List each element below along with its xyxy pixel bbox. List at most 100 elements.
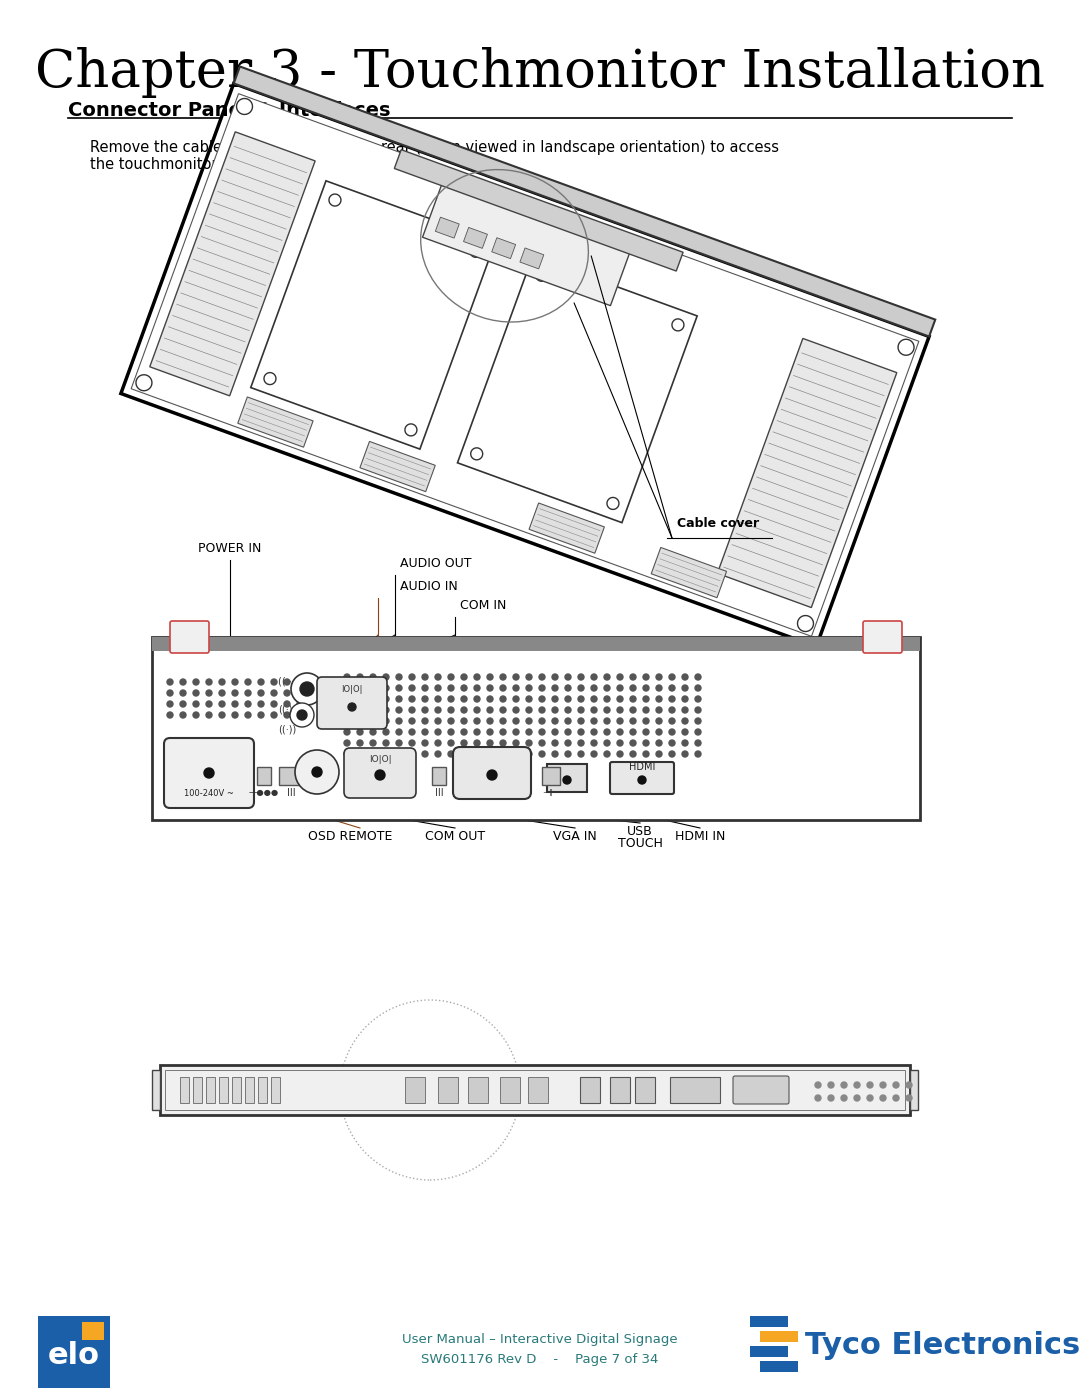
Circle shape bbox=[513, 696, 519, 703]
Circle shape bbox=[617, 685, 623, 692]
Bar bbox=[193, 1077, 202, 1104]
Circle shape bbox=[893, 1083, 899, 1088]
Bar bbox=[670, 1077, 720, 1104]
Circle shape bbox=[552, 707, 558, 712]
Circle shape bbox=[656, 729, 662, 735]
Circle shape bbox=[167, 712, 173, 718]
Circle shape bbox=[656, 696, 662, 703]
Circle shape bbox=[370, 752, 376, 757]
Circle shape bbox=[617, 707, 623, 712]
Circle shape bbox=[696, 718, 701, 724]
Circle shape bbox=[383, 752, 389, 757]
Circle shape bbox=[500, 673, 507, 680]
Circle shape bbox=[681, 752, 688, 757]
Circle shape bbox=[409, 718, 415, 724]
Circle shape bbox=[193, 701, 199, 707]
Circle shape bbox=[448, 718, 454, 724]
Circle shape bbox=[591, 707, 597, 712]
Circle shape bbox=[448, 752, 454, 757]
Circle shape bbox=[345, 752, 350, 757]
Circle shape bbox=[474, 718, 480, 724]
Circle shape bbox=[409, 685, 415, 692]
Circle shape bbox=[526, 685, 532, 692]
Polygon shape bbox=[717, 338, 896, 608]
Circle shape bbox=[448, 685, 454, 692]
Circle shape bbox=[345, 673, 350, 680]
Circle shape bbox=[815, 1083, 821, 1088]
Circle shape bbox=[604, 673, 610, 680]
Circle shape bbox=[565, 752, 571, 757]
Circle shape bbox=[345, 696, 350, 703]
Text: III: III bbox=[434, 788, 443, 798]
Circle shape bbox=[219, 712, 225, 718]
FancyBboxPatch shape bbox=[318, 678, 387, 729]
Circle shape bbox=[435, 718, 441, 724]
Circle shape bbox=[513, 707, 519, 712]
Circle shape bbox=[526, 729, 532, 735]
Circle shape bbox=[656, 707, 662, 712]
Polygon shape bbox=[458, 256, 698, 522]
Circle shape bbox=[206, 701, 212, 707]
Polygon shape bbox=[233, 67, 935, 337]
Bar bbox=[500, 1077, 519, 1104]
Circle shape bbox=[487, 696, 492, 703]
Polygon shape bbox=[471, 448, 483, 460]
FancyBboxPatch shape bbox=[453, 747, 531, 799]
Text: ((·)): ((·)) bbox=[278, 725, 296, 735]
Circle shape bbox=[630, 718, 636, 724]
Circle shape bbox=[669, 685, 675, 692]
Circle shape bbox=[284, 690, 291, 696]
Bar bbox=[580, 1077, 600, 1104]
Circle shape bbox=[396, 740, 402, 746]
Circle shape bbox=[630, 685, 636, 692]
Bar bbox=[546, 764, 588, 792]
Circle shape bbox=[422, 673, 428, 680]
Circle shape bbox=[370, 696, 376, 703]
Circle shape bbox=[552, 718, 558, 724]
Bar bbox=[258, 1077, 267, 1104]
Bar bbox=[528, 1077, 548, 1104]
Circle shape bbox=[271, 712, 276, 718]
Text: User Manual – Interactive Digital Signage: User Manual – Interactive Digital Signag… bbox=[402, 1334, 678, 1347]
Circle shape bbox=[487, 752, 492, 757]
Circle shape bbox=[357, 685, 363, 692]
Circle shape bbox=[893, 1095, 899, 1101]
Circle shape bbox=[539, 740, 545, 746]
Circle shape bbox=[630, 729, 636, 735]
Bar bbox=[82, 1322, 104, 1340]
Circle shape bbox=[448, 740, 454, 746]
Text: HDMI IN: HDMI IN bbox=[675, 830, 725, 842]
Circle shape bbox=[513, 752, 519, 757]
Circle shape bbox=[383, 673, 389, 680]
Circle shape bbox=[245, 690, 251, 696]
Text: POWER IN: POWER IN bbox=[199, 542, 261, 555]
Circle shape bbox=[539, 673, 545, 680]
Circle shape bbox=[422, 696, 428, 703]
Circle shape bbox=[617, 740, 623, 746]
Circle shape bbox=[552, 685, 558, 692]
Circle shape bbox=[193, 712, 199, 718]
Circle shape bbox=[409, 696, 415, 703]
Circle shape bbox=[297, 690, 303, 696]
Circle shape bbox=[396, 752, 402, 757]
Circle shape bbox=[193, 679, 199, 685]
Circle shape bbox=[539, 752, 545, 757]
Text: SW601176 Rev D    -    Page 7 of 34: SW601176 Rev D - Page 7 of 34 bbox=[421, 1354, 659, 1366]
Circle shape bbox=[513, 685, 519, 692]
Text: elo: elo bbox=[48, 1341, 100, 1370]
Circle shape bbox=[643, 685, 649, 692]
Bar bbox=[219, 1077, 228, 1104]
Circle shape bbox=[204, 768, 214, 778]
Circle shape bbox=[258, 690, 264, 696]
Circle shape bbox=[539, 685, 545, 692]
Polygon shape bbox=[651, 548, 727, 598]
Circle shape bbox=[448, 729, 454, 735]
Circle shape bbox=[219, 679, 225, 685]
Circle shape bbox=[297, 679, 303, 685]
Circle shape bbox=[815, 1095, 821, 1101]
Circle shape bbox=[461, 740, 467, 746]
Circle shape bbox=[383, 707, 389, 712]
Circle shape bbox=[295, 750, 339, 793]
Polygon shape bbox=[463, 228, 487, 249]
Circle shape bbox=[167, 701, 173, 707]
